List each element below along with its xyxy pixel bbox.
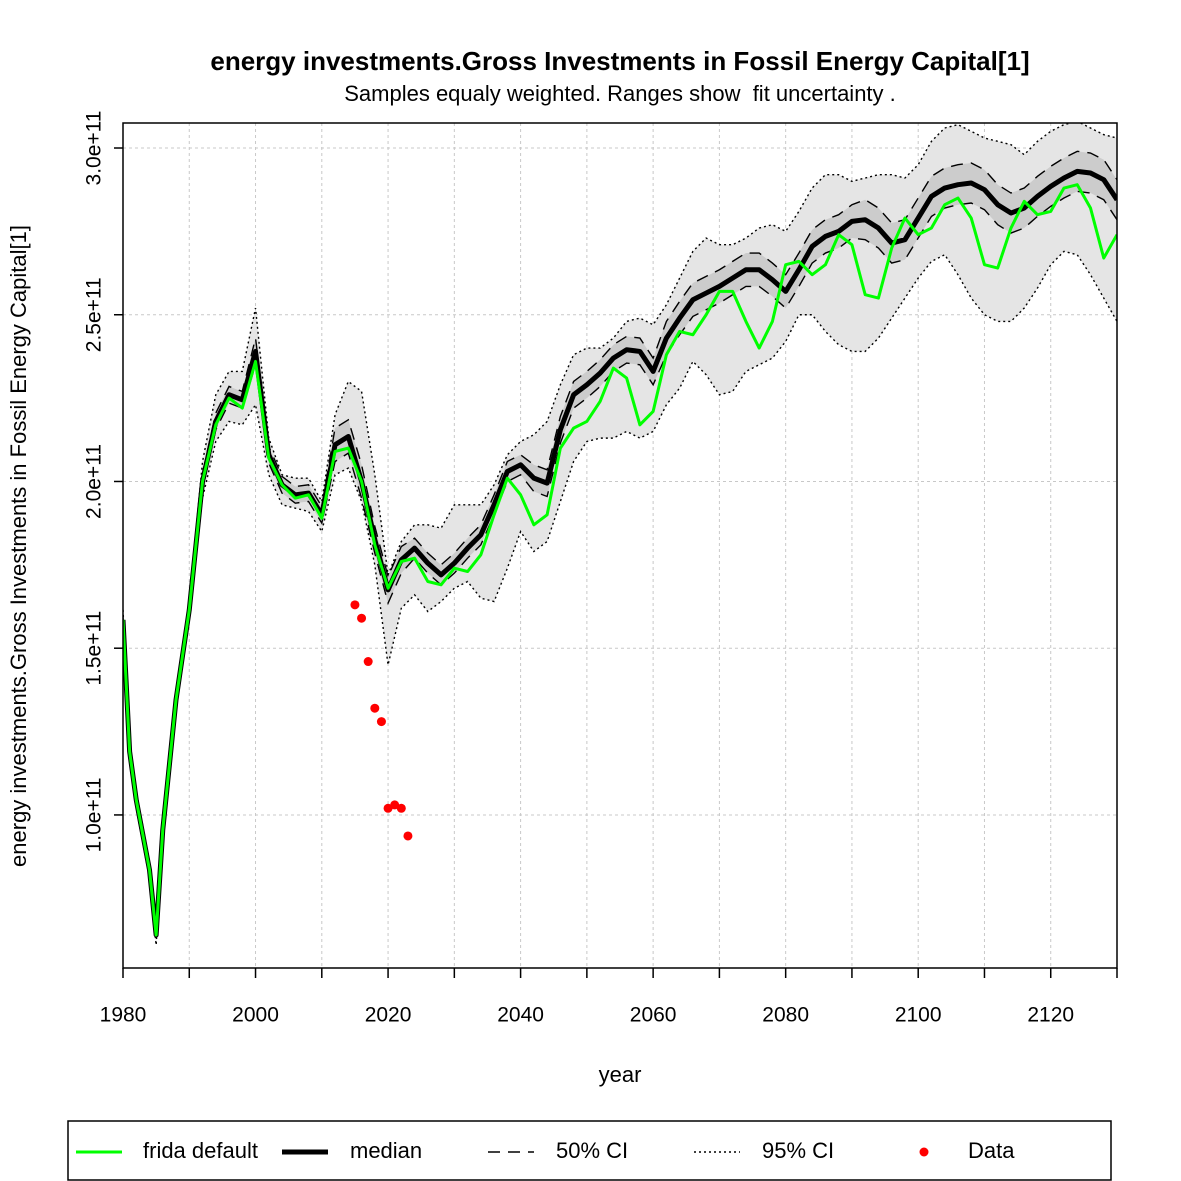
x-axis-label: year (599, 1062, 642, 1087)
y-axis-label: energy investments.Gross Investments in … (6, 225, 31, 867)
ci-upper-line (123, 123, 1117, 926)
legend-symbol (919, 1147, 929, 1157)
x-tick-label: 2060 (630, 1004, 677, 1027)
series-line (123, 183, 1117, 937)
data-point (357, 613, 367, 623)
legend-label: median (350, 1138, 422, 1163)
chart-subtitle: Samples equaly weighted. Ranges show fit… (344, 81, 896, 106)
ci-lower-line (123, 250, 1117, 946)
y-tick-label: 1.5e+11 (83, 611, 106, 686)
grid (122, 123, 1118, 968)
x-tick-label: 2040 (497, 1004, 544, 1027)
data-point (396, 803, 406, 813)
data-point (383, 803, 393, 813)
legend-label: frida default (143, 1138, 258, 1163)
data-point (363, 657, 373, 667)
legend-label: 95% CI (762, 1138, 834, 1163)
data-point (376, 717, 386, 727)
chart-title: energy investments.Gross Investments in … (210, 46, 1029, 76)
legend-label: Data (968, 1138, 1015, 1163)
x-tick-label: 2080 (762, 1004, 809, 1027)
data-point (403, 831, 413, 841)
plot-area (123, 123, 1117, 946)
legend: frida default median 50% CI 95% CI Data (76, 1138, 1015, 1163)
x-tick-label: 1980 (100, 1004, 147, 1027)
x-tick-label: 2020 (365, 1004, 412, 1027)
ci-band (123, 123, 1117, 945)
data-point (390, 800, 400, 810)
y-tick-label: 3.0e+11 (83, 111, 106, 186)
axes: 1980 2000 2020 2040 2060 2080 2100 2120 1.0e+11 1… (83, 111, 1118, 1027)
y-tick-label: 2.5e+11 (83, 277, 106, 352)
legend-box (67, 1120, 1112, 1181)
data-point (350, 600, 360, 610)
y-tick-label: 1.0e+11 (83, 777, 106, 852)
data-point (370, 703, 380, 713)
legend-label: 50% CI (556, 1138, 628, 1163)
x-tick-label: 2120 (1027, 1004, 1074, 1027)
x-tick-label: 2100 (895, 1004, 942, 1027)
plot-frame (122, 122, 1118, 969)
y-tick-label: 2.0e+11 (83, 444, 106, 519)
x-tick-label: 2000 (232, 1004, 279, 1027)
